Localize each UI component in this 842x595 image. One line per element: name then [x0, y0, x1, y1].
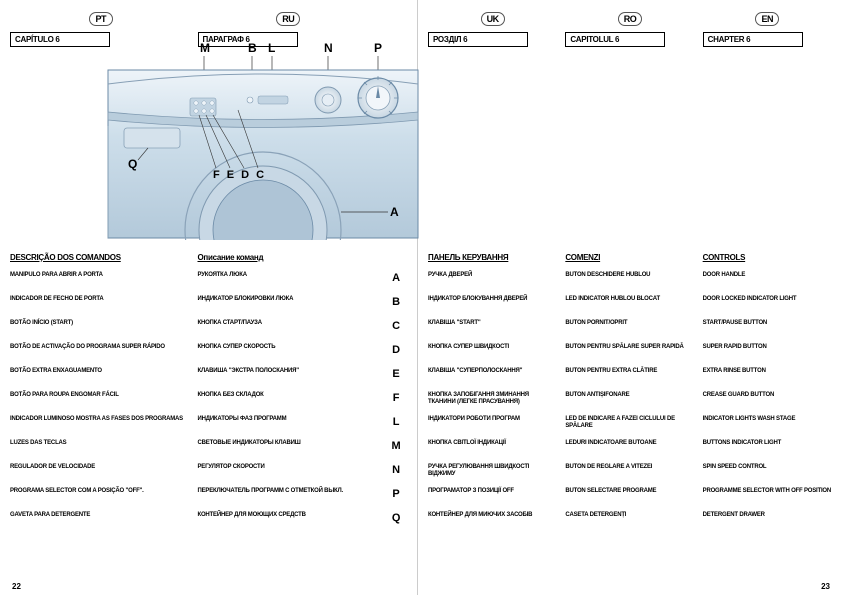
page-number-right: 23 — [821, 582, 830, 591]
row-ro-6: Led de indicare a fazei ciclului de spăl… — [565, 416, 694, 429]
row-pt-9: PROGRAMA SELECTOR COM A POSIÇÃO "OFF". — [10, 488, 192, 501]
row-uk-1: Iндикатор блокування дверей — [428, 296, 557, 309]
row-en-0: DOOR HANDLE — [703, 272, 832, 285]
letter-P: P — [385, 488, 407, 501]
letter-E: E — [385, 368, 407, 381]
row-pt-5: BOTÃO PARA ROUPA ENGOMAR FÁCIL — [10, 392, 192, 405]
lang-tag-ro: RO — [618, 12, 642, 26]
row-pt-3: BOTÃO DE ACTIVAÇÃO DO PROGRAMA SUPER RÁP… — [10, 344, 192, 357]
chapter-en: CHAPTER 6 — [703, 32, 803, 47]
lang-tag-ru: RU — [276, 12, 300, 26]
letter-M: M — [385, 440, 407, 453]
row-uk-6: Індикатори роботи програм — [428, 416, 557, 429]
diag-label-A: A — [390, 205, 399, 219]
row-uk-5: Кнопка запобігання зминання тканини (лег… — [428, 392, 557, 405]
column-pt: DESCRIÇÃO DOS COMANDOS MANIPULO PARA ABR… — [10, 247, 192, 536]
row-ro-3: Buton pentru spălare super rapidă — [565, 344, 694, 357]
row-pt-2: BOTÃO INÍCIO (START) — [10, 320, 192, 333]
letter-F: F — [385, 392, 407, 405]
column-en: CONTROLS DOOR HANDLE DOOR LOCKED INDICAT… — [703, 247, 832, 536]
diag-label-B: B — [248, 41, 257, 55]
row-en-4: EXTRA RINSE BUTTON — [703, 368, 832, 381]
row-pt-6: INDICADOR LUMINOSO MOSTRA AS FASES DOS P… — [10, 416, 192, 429]
chapter-ro: CAPITOLUL 6 — [565, 32, 665, 47]
section-title-ro: COMENZI — [565, 253, 694, 262]
column-ru: Описание команд РУКОЯТКА ЛЮКА ИНДИКАТОР … — [198, 247, 380, 536]
row-pt-10: GAVETA PARA DETERGENTE — [10, 512, 192, 525]
letter-N: N — [385, 464, 407, 477]
row-en-10: DETERGENT DRAWER — [703, 512, 832, 525]
page-number-left: 22 — [12, 582, 21, 591]
row-ru-10: КОНТЕЙНЕР ДЛЯ МОЮЩИХ СРЕДСТВ — [198, 512, 380, 525]
row-ru-3: КНОПКА СУПЕР СКОРОСТЬ — [198, 344, 380, 357]
section-title-pt: DESCRIÇÃO DOS COMANDOS — [10, 253, 192, 262]
diag-label-N: N — [324, 41, 333, 55]
letter-D: D — [385, 344, 407, 357]
row-pt-0: MANIPULO PARA ABRIR A PORTA — [10, 272, 192, 285]
row-ro-8: Buton de reglare a vitezei — [565, 464, 694, 477]
column-uk: ПАНЕЛЬ КЕРУВАННЯ Ручка дверей Iндикатор … — [428, 247, 557, 536]
lang-tag-pt: PT — [89, 12, 113, 26]
chapter-pt: CAPÍTULO 6 — [10, 32, 110, 47]
row-ru-9: ПЕРЕКЛЮЧАТЕЛЬ ПРОГРАММ С ОТМЕТКОЙ ВЫКЛ. — [198, 488, 380, 501]
row-ru-4: КЛАВИША "ЭКСТРА ПОЛОСКАНИЯ" — [198, 368, 380, 381]
row-pt-4: BOTÃO EXTRA ENXAGUAMENTO — [10, 368, 192, 381]
letter-B: B — [385, 296, 407, 309]
row-en-9: PROGRAMME SELECTOR WITH OFF POSITION — [703, 488, 832, 501]
row-en-3: SUPER RAPID BUTTON — [703, 344, 832, 357]
row-en-2: START/PAUSE BUTTON — [703, 320, 832, 333]
chapter-uk: РОЗДІЛ 6 — [428, 32, 528, 47]
row-uk-10: Контейнер для миючих засобів — [428, 512, 557, 525]
washing-machine-diagram: M B L N P — [98, 40, 428, 240]
row-ru-8: РЕГУЛЯТОР СКОРОСТИ — [198, 464, 380, 477]
row-uk-8: Ручка регулювання швидкості віджиму — [428, 464, 557, 477]
row-uk-9: Програматор з позицiї OFF — [428, 488, 557, 501]
row-uk-7: Кнопка свiтloї iндикацiї — [428, 440, 557, 453]
letter-L: L — [385, 416, 407, 429]
row-ro-5: Buton Antișifonare — [565, 392, 694, 405]
row-en-5: CREASE GUARD BUTTON — [703, 392, 832, 405]
row-en-7: BUTTONS INDICATOR LIGHT — [703, 440, 832, 453]
row-uk-4: Клавіша "суперполоскання" — [428, 368, 557, 381]
diag-label-P: P — [374, 41, 382, 55]
row-ro-10: Caseta detergenți — [565, 512, 694, 525]
row-en-6: INDICATOR LIGHTS WASH STAGE — [703, 416, 832, 429]
row-pt-7: LUZES DAS TECLAS — [10, 440, 192, 453]
diag-label-FEDC: F E D C — [213, 169, 266, 181]
diag-label-L: L — [268, 41, 275, 55]
letter-C: C — [385, 320, 407, 333]
row-ru-1: ИНДИКАТОР БЛОКИРОВКИ ЛЮКА — [198, 296, 380, 309]
row-pt-8: REGULADOR DE VELOCIDADE — [10, 464, 192, 477]
row-ro-2: Buton Pornit/Oprit — [565, 320, 694, 333]
row-uk-3: Кнопка супер швидкості — [428, 344, 557, 357]
row-en-8: SPIN SPEED CONTROL — [703, 464, 832, 477]
row-pt-1: INDICADOR DE FECHO DE PORTA — [10, 296, 192, 309]
section-title-uk: ПАНЕЛЬ КЕРУВАННЯ — [428, 253, 557, 262]
letter-column: X A B C D E F L M N P Q — [385, 247, 407, 536]
row-ro-7: Leduri indicatoare butoane — [565, 440, 694, 453]
row-ro-9: Buton selectare programe — [565, 488, 694, 501]
row-ru-0: РУКОЯТКА ЛЮКА — [198, 272, 380, 285]
row-ro-1: Led indicator hublou blocat — [565, 296, 694, 309]
diag-label-M: M — [200, 41, 210, 55]
letter-Q: Q — [385, 512, 407, 525]
diag-label-Q: Q — [128, 157, 137, 171]
section-title-en: CONTROLS — [703, 253, 832, 262]
row-uk-0: Ручка дверей — [428, 272, 557, 285]
row-ro-4: Buton pentru extra clătire — [565, 368, 694, 381]
row-ro-0: Buton deschidere hublou — [565, 272, 694, 285]
row-ru-6: ИНДИКАТОРЫ ФАЗ ПРОГРАММ — [198, 416, 380, 429]
lang-tag-uk: UK — [481, 12, 505, 26]
row-en-1: DOOR LOCKED INDICATOR LIGHT — [703, 296, 832, 309]
row-uk-2: Клавіша "START" — [428, 320, 557, 333]
row-ru-5: КНОПКА БЕЗ СКЛАДОК — [198, 392, 380, 405]
lang-tag-en: EN — [755, 12, 779, 26]
section-title-ru: Описание команд — [198, 253, 380, 262]
row-ru-7: СВЕТОВЫЕ ИНДИКАТОРЫ КЛАВИШ — [198, 440, 380, 453]
letter-A: A — [385, 272, 407, 285]
row-ru-2: КНОПКА СТАРТ/ПАУЗА — [198, 320, 380, 333]
column-ro: COMENZI Buton deschidere hublou Led indi… — [565, 247, 694, 536]
